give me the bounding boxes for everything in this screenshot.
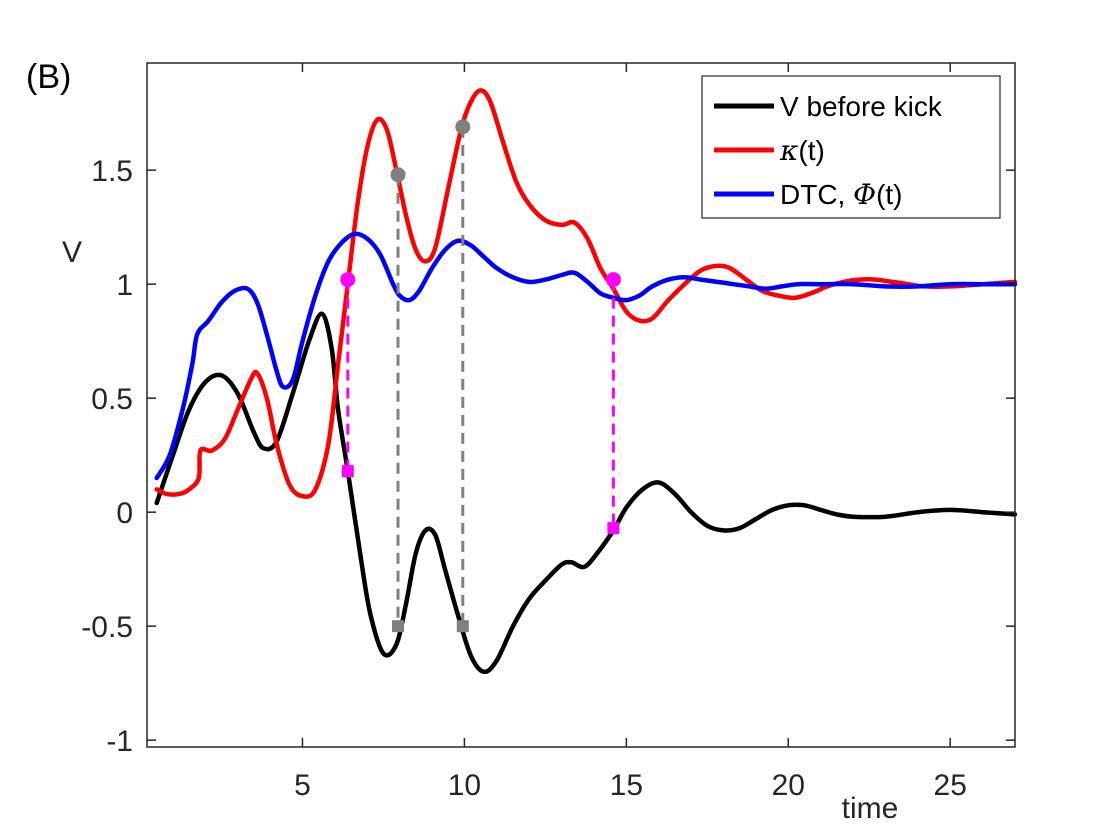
x-tick-label: 25 (934, 769, 967, 802)
marker-square-1 (392, 620, 405, 633)
legend-label-phi: DTC, Φ(t) (780, 178, 903, 211)
y-tick-label: 1.5 (91, 155, 133, 188)
y-axis-title: V (62, 236, 82, 269)
legend-label-kappa: κ(t) (779, 134, 825, 167)
x-tick-label: 20 (772, 769, 805, 802)
marker-circle-2 (455, 119, 471, 135)
marker-square-3 (607, 522, 620, 535)
x-tick-label: 10 (448, 769, 481, 802)
y-tick-label: -0.5 (81, 611, 133, 644)
marker-circle-1 (390, 167, 406, 183)
panel-label: (B) (26, 58, 71, 96)
legend: V before kick κ(t) DTC, Φ(t) (701, 75, 1001, 219)
x-tick-label: 5 (294, 769, 311, 802)
marker-layer (340, 119, 621, 633)
ticks-layer: 5 10 15 20 25 -1 -0.5 0 0.5 1 1.5 (81, 63, 1015, 802)
x-axis-title: time (842, 792, 899, 825)
y-tick-label: -1 (106, 725, 133, 758)
marker-square-2 (456, 620, 469, 633)
y-tick-label: 0 (116, 497, 133, 530)
series-layer (154, 88, 1018, 675)
series-line-v (154, 311, 1018, 675)
series-line-kappa (154, 88, 1018, 499)
series-line-phi (154, 231, 1018, 481)
legend-items: V before kick κ(t) DTC, Φ(t) (714, 91, 943, 211)
marker-circle-0 (340, 272, 356, 288)
x-tick-label: 15 (610, 769, 643, 802)
y-tick-label: 1 (116, 269, 133, 302)
marker-circle-3 (605, 272, 621, 288)
marker-square-0 (341, 465, 354, 478)
y-tick-label: 0.5 (91, 383, 133, 416)
axes-frame (146, 62, 1016, 748)
legend-label-v: V before kick (780, 91, 943, 122)
